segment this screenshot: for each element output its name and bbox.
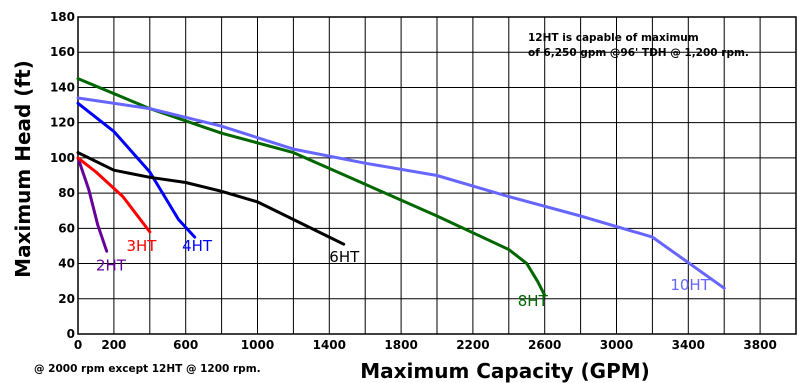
y-tick-label: 0 <box>67 327 75 341</box>
plot-frame <box>77 16 797 335</box>
x-tick-label: 3400 <box>672 338 705 352</box>
series-line-8ht <box>76 77 547 297</box>
x-tick-label: 1400 <box>313 338 346 352</box>
series-label-4ht: 4HT <box>182 237 213 255</box>
series-label-6ht: 6HT <box>329 248 360 266</box>
series-lines <box>76 77 726 297</box>
y-tick-label: 100 <box>50 151 75 165</box>
series-line-10ht <box>76 96 726 290</box>
annotation-line-1: 12HT is capable of maximum <box>528 32 699 44</box>
footnote: @ 2000 rpm except 12HT @ 1200 rpm. <box>34 363 261 375</box>
y-tick-label: 120 <box>50 116 75 130</box>
x-tick-label: 3800 <box>743 338 776 352</box>
x-axis-label: Maximum Capacity (GPM) <box>360 359 650 383</box>
y-tick-label: 160 <box>50 45 75 59</box>
x-tick-label: 1800 <box>384 338 417 352</box>
x-tick-label: 2200 <box>456 338 489 352</box>
series-label-10ht: 10HT <box>670 276 710 294</box>
series-line-2ht <box>76 156 109 253</box>
series-label-2ht: 2HT <box>96 257 127 275</box>
x-tick-label: 3000 <box>600 338 633 352</box>
series-label-8ht: 8HT <box>518 292 549 310</box>
x-tick-labels: 0 200 600 1000 1400 1800 2200 2600 3000 3400 3800 <box>74 338 777 352</box>
y-tick-label: 40 <box>58 257 75 271</box>
x-tick-label: 1000 <box>241 338 274 352</box>
grid <box>77 16 797 335</box>
x-tick-label: 200 <box>101 338 126 352</box>
x-tick-label: 2600 <box>528 338 561 352</box>
annotation-line-2: of 6,250 gpm @96' TDH @ 1,200 rpm. <box>528 47 749 59</box>
y-tick-label: 180 <box>50 10 75 24</box>
y-tick-label: 140 <box>50 80 75 94</box>
x-tick-label: 0 <box>74 338 82 352</box>
series-labels: 2HT 3HT 4HT 6HT 8HT 10HT <box>96 237 711 310</box>
y-tick-label: 60 <box>58 221 75 235</box>
series-line-6ht <box>76 151 346 246</box>
y-tick-label: 80 <box>58 186 75 200</box>
y-tick-label: 20 <box>58 292 75 306</box>
series-label-3ht: 3HT <box>126 237 157 255</box>
series-line-3ht <box>76 156 152 234</box>
y-tick-labels: 0 20 40 60 80 100 120 140 160 180 <box>50 10 75 341</box>
y-axis-label: Maximum Head (ft) <box>11 60 35 278</box>
series-line-4ht <box>76 101 197 239</box>
x-tick-label: 600 <box>173 338 198 352</box>
